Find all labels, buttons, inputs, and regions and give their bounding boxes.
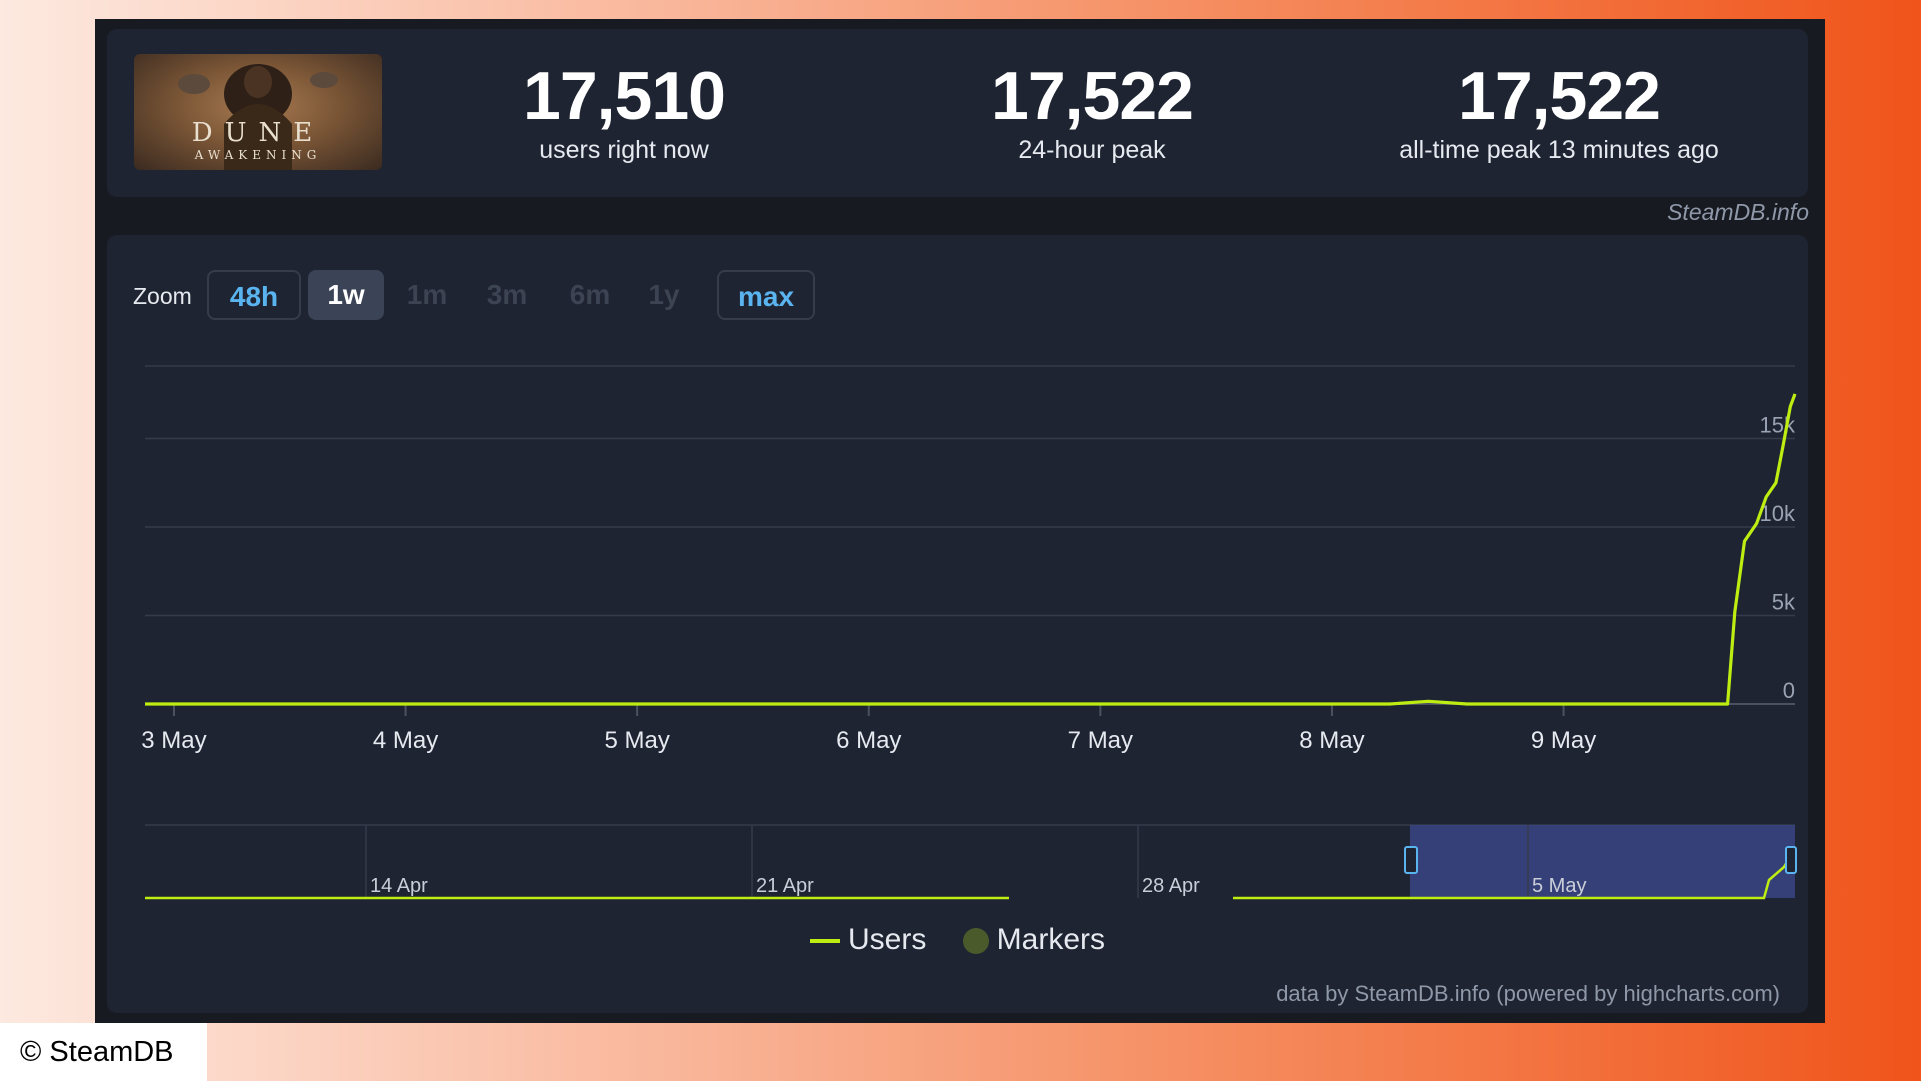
stat-value: 17,522 [991,58,1194,134]
y-tick-label: 10k [1760,501,1796,526]
player-count-chart: 0 5k 10k 15k 3 May 4 May 5 May 6 May 7 May 8 May… [141,365,1797,900]
stat-24h-peak: 17,522 24-hour peak [882,59,1302,165]
legend-dot-swatch [962,928,989,955]
x-tick-label: 7 May [1068,727,1133,754]
navigator-selected-range [1410,825,1795,898]
stat-all-time-peak: 17,522 all-time peak 13 minutes ago [1349,59,1769,165]
x-tick-label: 8 May [1299,727,1364,754]
y-axis-labels: 0 5k 10k 15k [1760,413,1796,704]
x-tick-label: 4 May [373,727,438,754]
stat-value: 17,510 [523,58,726,134]
navigator-handle-left [1404,846,1418,874]
stat-label: 24-hour peak [1018,136,1166,164]
stat-label: users right now [539,136,709,164]
zoom-1m-button[interactable]: 1m [406,279,448,310]
site-attribution[interactable]: SteamDB.info [1667,199,1809,225]
x-tick-label: 5 May [604,727,669,754]
zoom-6m-button[interactable]: 6m [569,279,611,310]
navigator[interactable]: 14 Apr 21 Apr 28 Apr 5 May [145,824,1797,900]
x-tick-label: 6 May [836,727,901,754]
navigator-tick-label: 28 Apr [1142,875,1200,897]
stat-users-now: 17,510 users right now [414,59,834,165]
y-tick-label: 5k [1772,590,1796,615]
zoom-48h-button[interactable]: 48h [207,270,301,320]
game-logo[interactable]: DUNE AWAKENING [134,54,382,170]
legend-item-users[interactable]: Users [809,923,927,957]
navigator-tick-label: 14 Apr [370,875,428,897]
legend-item-markers[interactable]: Markers [962,923,1106,957]
copyright-notice: © SteamDB [0,1023,207,1081]
x-axis-labels: 3 May 4 May 5 May 6 May 7 May 8 May 9 May [141,704,1596,754]
series-users [145,393,1797,706]
zoom-3m-button[interactable]: 3m [486,279,528,310]
zoom-1y-button[interactable]: 1y [648,279,680,310]
logo-subtitle: AWAKENING [194,148,322,162]
logo-artwork [178,64,338,170]
zoom-1w-button[interactable]: 1w [308,270,384,320]
navigator-handle-right [1785,846,1797,874]
chart-credits[interactable]: data by SteamDB.info (powered by highcha… [1276,981,1780,1006]
stats-panel: DUNE AWAKENING 17,510 users right now 17… [107,29,1808,197]
x-tick-label: 3 May [141,727,206,754]
zoom-label: Zoom [133,283,192,309]
steamdb-widget: DUNE AWAKENING 17,510 users right now 17… [95,19,1825,1023]
navigator-tick-label: 21 Apr [756,875,814,897]
stat-value: 17,522 [1458,58,1661,134]
series-line-users [145,393,1797,706]
legend-label-users: Users [847,923,927,957]
y-tick-label: 0 [1783,678,1795,703]
chart-legend: Users Markers [107,922,1808,957]
stat-label: all-time peak 13 minutes ago [1399,136,1719,164]
navigator-tick-label: 5 May [1532,875,1586,897]
y-tick-label: 15k [1760,413,1796,438]
chart-panel: Zoom 48h 1w 1m 3m 6m 1y max 0 5k 10k 15k 3 … [107,235,1808,1013]
grid-lines [145,365,1795,705]
legend-line-swatch [809,939,840,944]
zoom-max-button[interactable]: max [717,270,815,320]
x-tick-label: 9 May [1531,727,1596,754]
logo-title: DUNE [191,118,325,148]
legend-label-markers: Markers [996,923,1106,957]
